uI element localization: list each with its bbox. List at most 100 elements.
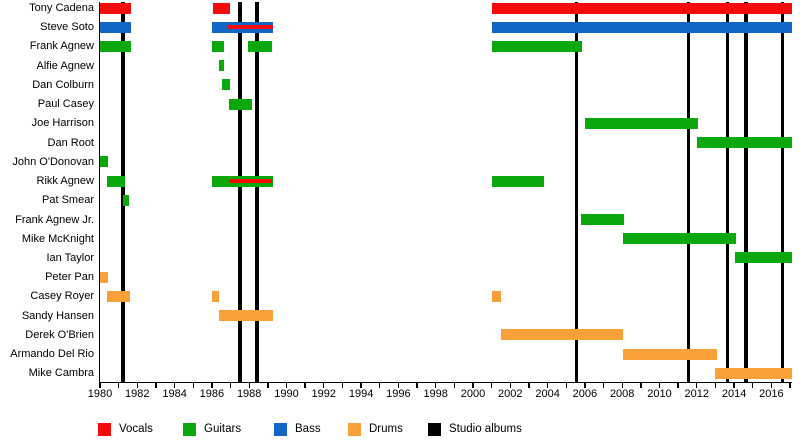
- x-axis-tick: [173, 383, 176, 388]
- timeline-bar-guitars: [735, 252, 792, 264]
- x-axis-tick-label: 2016: [759, 388, 784, 400]
- x-axis-tick: [528, 383, 530, 388]
- x-axis-tick: [584, 383, 586, 388]
- x-axis-tick: [155, 383, 157, 388]
- x-axis-tick-label: 2010: [647, 388, 672, 400]
- x-axis-tick: [341, 383, 344, 388]
- legend-swatch-guitars: [183, 422, 196, 436]
- x-axis-tick: [267, 383, 269, 388]
- x-axis-tick: [658, 383, 661, 388]
- x-axis-tick: [323, 383, 325, 388]
- timeline-stripe-vocals: [228, 179, 272, 184]
- x-axis-line: [99, 381, 792, 384]
- x-axis-tick-label: 1980: [87, 388, 113, 400]
- member-label: Mike Cambra: [28, 367, 94, 380]
- x-axis-tick-label: 1992: [311, 388, 337, 400]
- member-label: Tony Cadena: [29, 2, 94, 14]
- member-label: Steve Soto: [40, 21, 94, 34]
- x-axis-tick: [677, 383, 679, 388]
- x-axis-tick: [117, 383, 120, 388]
- timeline-bar-bass: [100, 21, 131, 33]
- x-axis-tick: [211, 383, 213, 388]
- member-label: Frank Agnew Jr.: [15, 213, 94, 226]
- x-axis-tick-label: 1986: [199, 388, 225, 400]
- legend-label: Bass: [295, 423, 321, 435]
- x-axis-tick-label: 1988: [236, 388, 262, 400]
- x-axis-tick: [789, 383, 791, 388]
- x-axis-tick: [304, 383, 306, 388]
- x-axis-tick-label: 1998: [423, 388, 448, 400]
- x-axis-tick: [546, 383, 549, 388]
- x-axis-tick: [99, 383, 101, 388]
- x-axis-tick: [397, 383, 400, 388]
- timeline-bar-guitars: [219, 60, 225, 72]
- x-axis-tick: [360, 383, 362, 388]
- x-axis-tick: [490, 383, 493, 388]
- legend: Vocals Guitars Bass Drums Studio albums: [0, 420, 800, 436]
- timeline-bar-guitars: [123, 194, 129, 206]
- x-axis-tick: [714, 383, 717, 388]
- timeline-bar-drums: [211, 290, 220, 302]
- timeline-bar-bass: [491, 21, 792, 33]
- legend-label: Guitars: [204, 423, 242, 435]
- member-label: Pat Smear: [42, 194, 94, 207]
- timeline-bar-vocals: [491, 2, 792, 14]
- x-axis-tick: [229, 383, 232, 388]
- member-label: Frank Agnew: [29, 40, 94, 53]
- timeline-bar-drums: [715, 367, 792, 379]
- timeline-bar-vocals: [100, 2, 131, 14]
- x-axis-tick: [453, 383, 456, 388]
- legend-swatch-drums: [348, 422, 361, 436]
- member-label: Casey Royer: [30, 290, 94, 303]
- timeline-bar-guitars: [584, 117, 698, 129]
- x-axis-tick: [733, 383, 735, 388]
- x-axis-tick: [640, 383, 642, 388]
- legend-label: Drums: [369, 423, 403, 435]
- member-label: Joe Harrison: [31, 117, 94, 130]
- x-axis-tick-label: 1996: [386, 388, 411, 400]
- x-axis-tick: [770, 383, 773, 388]
- timeline-bar-guitars: [228, 98, 252, 110]
- timeline-stripe-vocals: [227, 25, 273, 30]
- member-label: Derek O'Brien: [25, 328, 94, 341]
- studio-album-line: [237, 2, 242, 382]
- x-axis-tick-label: 2004: [535, 388, 560, 400]
- x-axis-tick: [621, 383, 623, 388]
- x-axis-tick: [285, 383, 288, 388]
- x-axis-tick: [435, 383, 437, 388]
- legend-item-vocals: Vocals: [98, 422, 153, 436]
- x-axis-tick: [192, 383, 194, 388]
- x-axis-tick: [696, 383, 698, 388]
- x-axis-tick: [248, 383, 250, 388]
- member-label: Dan Root: [47, 136, 94, 149]
- timeline-bar-drums: [219, 310, 273, 322]
- member-label: Dan Colburn: [32, 78, 94, 91]
- studio-album-line: [725, 2, 730, 382]
- x-axis-tick-label: 1994: [348, 388, 374, 400]
- member-label: Mike McKnight: [21, 232, 94, 245]
- studio-album-line: [744, 2, 749, 382]
- timeline-bar-guitars: [491, 175, 544, 187]
- legend-item-guitars: Guitars: [183, 422, 241, 436]
- studio-album-line: [121, 2, 126, 382]
- x-axis-tick-label: 2012: [684, 388, 710, 400]
- member-label: John O'Donovan: [12, 155, 94, 168]
- timeline-bar-guitars: [581, 214, 625, 226]
- timeline-bar-guitars: [623, 233, 736, 245]
- x-axis-tick-label: 2000: [460, 388, 486, 400]
- legend-item-studio_album: Studio albums: [428, 422, 522, 436]
- legend-swatch-bass: [274, 422, 287, 436]
- timeline-bar-guitars: [106, 175, 126, 187]
- x-axis-tick: [472, 383, 474, 388]
- timeline-bar-drums: [500, 329, 624, 341]
- x-axis-tick: [602, 383, 605, 388]
- x-axis-tick-label: 2002: [498, 388, 523, 400]
- studio-album-line: [780, 2, 785, 382]
- x-axis-tick: [509, 383, 511, 388]
- timeline-bar-guitars: [248, 40, 272, 52]
- studio-album-line: [686, 2, 691, 382]
- timeline-bar-guitars: [696, 137, 792, 149]
- member-label: Sandy Hansen: [21, 309, 94, 322]
- timeline-bar-guitars: [100, 40, 131, 52]
- timeline-bar-drums: [623, 348, 718, 360]
